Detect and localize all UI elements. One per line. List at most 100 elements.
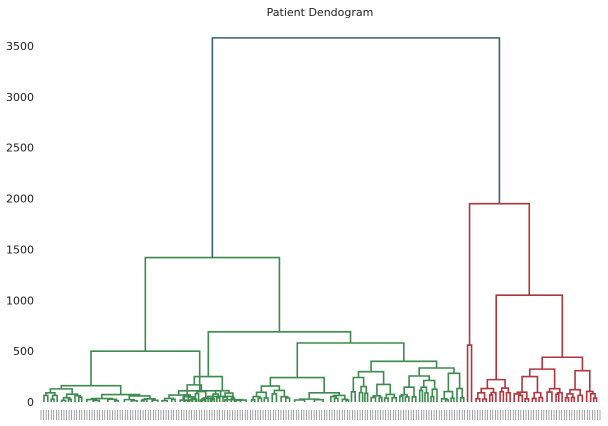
dendrogram-link [521,375,539,393]
dendrogram-link [190,398,198,402]
dendrogram-link [516,391,528,399]
dendrogram-link [51,394,58,402]
leaf-labels [40,410,601,420]
dendrogram-link [499,390,505,402]
dendrogram-link [486,378,506,389]
dendrogram-link [163,397,175,401]
dendrogram-link [202,397,209,402]
dendrogram-links [43,37,598,402]
dendrogram-link [548,387,561,393]
y-tick-label: 0 [27,396,34,409]
dendrogram-link [592,397,598,402]
dendrogram-link [475,397,481,402]
dendrogram-link [144,398,156,401]
dendrogram-link [357,370,385,385]
dendrogram-link [418,367,455,376]
dendrogram-link [482,398,487,402]
dendrogram-link [50,398,55,402]
dendrogram-link [101,393,141,399]
dendrogram-link [370,396,377,402]
dendrogram-link [466,344,473,402]
dendrogram-link [538,396,544,402]
dendrogram-link [43,394,49,402]
dendrogram-link [564,397,570,402]
dendrogram-link [230,397,236,402]
dendrogram-link [341,398,349,402]
dendrogram-link [404,396,410,402]
dendrogram-link [170,398,176,402]
dendrogram-link [298,398,320,400]
dendrogram-link [440,398,448,402]
dendrogram-link [273,389,286,397]
dendrogram-link [385,393,396,399]
dendrogram-link [284,397,291,402]
dendrogram-link [78,396,83,402]
dendrogram-link [201,398,206,402]
dendrogram-link [62,396,71,401]
dendrogram-link [411,396,417,402]
dendrogram-link [210,397,216,402]
dendrogram-link [533,391,542,399]
y-tick-label: 2500 [6,142,34,155]
dendrogram-link [450,397,455,402]
dendrogram-link [263,397,269,402]
dendrogram-link [207,331,352,377]
dendrogram-link [505,391,511,402]
y-tick-label: 2000 [6,193,34,206]
dendrogram-link [250,399,256,402]
dendrogram-link [92,399,101,402]
dendrogram-link [271,393,278,402]
dendrogram-link [589,393,596,402]
dendrogram-link [524,397,530,402]
dendrogram-link [443,390,454,399]
dendrogram-link [360,385,368,394]
dendrogram-link [422,379,436,390]
dendrogram-link [430,395,435,402]
dendrogram-link [313,398,324,402]
dendrogram-link [90,350,201,391]
dendrogram-link [555,393,560,402]
dendrogram-link [403,386,415,397]
dendrogram-link [280,395,289,402]
dendrogram-link [495,294,564,380]
dendrogram-link [370,360,438,372]
dendrogram-link [352,376,365,392]
dendrogram-link [468,202,531,346]
dendrogram-link [570,396,576,402]
dendrogram-link [528,368,556,389]
dendrogram-link [257,397,263,402]
dendrogram-link [144,256,281,352]
dendrogram-link [130,399,138,402]
dendrogram-link [517,394,524,402]
dendrogram-link [187,396,193,402]
dendrogram-link [151,399,159,402]
dendrogram-link [358,391,364,402]
chart-title: Patient Dendogram [267,6,374,19]
dendrogram-link [179,399,187,402]
dendrogram-link [60,384,122,395]
dendrogram-link [269,376,325,393]
dendrogram-link [224,392,234,399]
dendrogram-link [345,399,350,402]
dendrogram-link [211,37,501,258]
y-axis: 0 500 1000 1500 2000 2500 3000 3500 [6,40,34,409]
dendrogram-link [60,399,67,402]
dendrogram-link [194,392,200,402]
y-tick-label: 3500 [6,40,34,53]
dendrogram-link [500,387,510,393]
dendrogram-link [408,375,431,388]
y-tick-label: 1000 [6,294,34,307]
dendrogram-link [531,397,537,402]
dendrogram-link [293,399,306,402]
dendrogram-link [541,356,584,371]
dendrogram-link [399,395,404,402]
dendrogram-link [444,399,449,402]
dendrogram-link [332,394,346,400]
dendrogram-link [391,396,398,402]
dendrogram-link [90,397,113,400]
dendrogram-link [161,399,169,402]
dendrogram-link [490,391,497,402]
dendrogram-link [67,398,73,402]
dendrogram-link [418,389,424,402]
